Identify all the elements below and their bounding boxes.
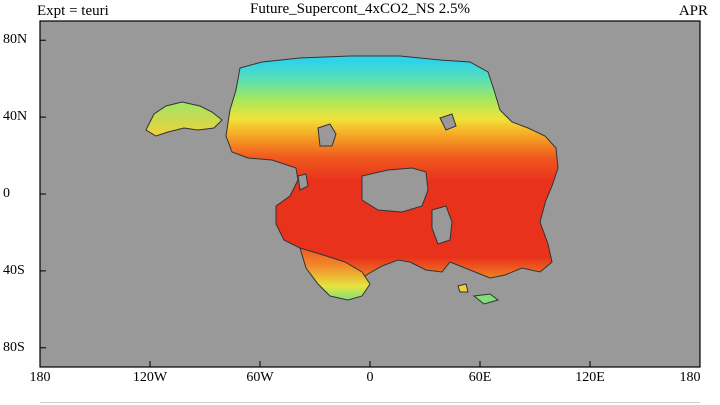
y-tick-label: 80N [3,32,28,48]
northern-inland-sea [317,123,337,147]
y-tick-label: 0 [3,186,10,201]
month-label: APR [678,3,708,19]
x-tick-label: 60W [246,370,274,385]
x-tick-label: 180 [29,370,51,385]
x-tick-label: 120E [575,370,605,385]
axis-ticks [39,39,701,367]
northeast-lake [439,113,457,131]
y-tick-label: 80S [3,339,25,355]
y-tick-label: 40S [3,262,25,278]
southern-island-green [472,293,500,305]
southern-island-small [457,283,469,293]
western-island [145,101,223,137]
x-tick-label: 120W [132,370,168,385]
x-tick-label: 60E [468,370,492,385]
southern-coast [299,247,371,301]
experiment-label: Expt = teuri [37,3,109,19]
central-inland-sea [361,167,429,213]
western-inland-sea [297,173,309,191]
x-tick-label: 0 [366,370,374,385]
map-title: Future_Supercont_4xCO2_NS 2.5% [250,1,470,17]
y-tick-label: 40N [3,109,28,125]
x-tick-label: 180 [679,370,701,385]
bottom-divider [40,402,700,403]
southern-inland-gap [431,205,453,245]
